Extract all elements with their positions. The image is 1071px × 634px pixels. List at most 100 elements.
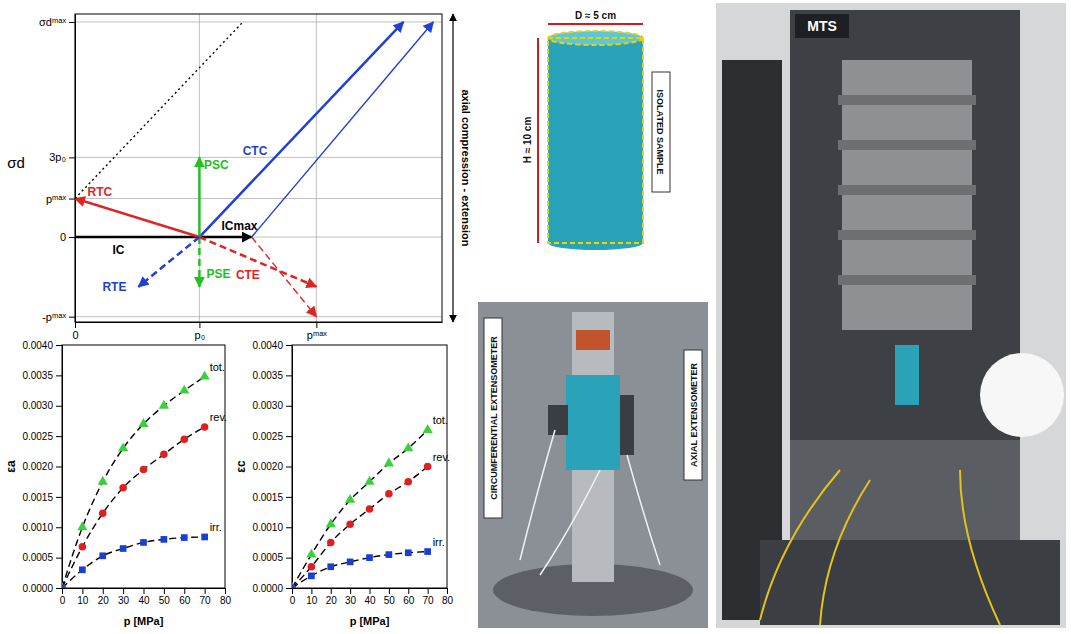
x-axis-tick-label: 80	[220, 595, 232, 606]
y-axis-tick: 0.0025	[22, 431, 62, 442]
y-axis-tick-mark	[286, 467, 292, 468]
data-point	[140, 466, 148, 474]
path-label: PSC	[204, 158, 229, 172]
y-axis-tick: 0.0010	[252, 522, 292, 533]
x-axis-tick-mark	[199, 322, 200, 328]
data-point	[308, 572, 315, 579]
fit-line	[62, 427, 205, 588]
x-axis-tick-label: 40	[138, 595, 150, 606]
series-label: rev.	[210, 411, 228, 423]
fit-line	[292, 552, 428, 588]
data-point	[366, 505, 374, 513]
strain-panel: 0.00000.00050.00100.00150.00200.00250.00…	[234, 340, 453, 627]
x-axis-tick: 10	[77, 588, 89, 606]
x-axis-title: p [MPa]	[350, 615, 390, 627]
data-point	[79, 543, 87, 551]
x-axis-tick: 50	[384, 588, 396, 606]
machine-band	[838, 95, 976, 105]
y-axis-tick-mark	[286, 375, 292, 376]
y-axis-tick-mark	[56, 406, 62, 407]
y-axis: -pᵐᵃˣ0pᵐᵃˣ3p₀σdᵐᵃˣ	[39, 15, 75, 323]
y-axis-tick-label: pᵐᵃˣ	[46, 193, 67, 205]
data-point	[201, 423, 209, 431]
grid-line	[75, 198, 442, 199]
fit-line	[62, 377, 205, 588]
y-axis-tick-mark	[56, 375, 62, 376]
x-axis-tick-mark	[103, 588, 104, 594]
data-point	[345, 494, 355, 503]
x-axis-tick-mark	[350, 588, 351, 594]
data-point	[327, 539, 335, 547]
x-axis-line	[76, 322, 443, 323]
x-axis: 0p₀pᵐᵃˣ	[72, 322, 442, 341]
path-label: RTC	[88, 185, 113, 199]
setup-extensometer	[548, 405, 568, 435]
path-label: ICmax	[222, 219, 258, 233]
y-axis-tick: 0.0005	[252, 552, 292, 563]
data-point	[404, 478, 412, 486]
figure: -pᵐᵃˣ0pᵐᵃˣ3p₀σdᵐᵃˣ0p₀pᵐᵃˣICICmaxCTCPSCPS…	[0, 0, 1071, 634]
data-point	[140, 539, 147, 546]
y-axis-tick: 3p₀	[49, 151, 75, 163]
y-axis-tick: 0.0000	[22, 583, 62, 594]
annotation: axial compression - extension	[460, 89, 472, 246]
y-axis-tick-mark	[56, 436, 62, 437]
y-axis-line	[75, 15, 76, 323]
y-axis-tick: 0.0000	[252, 583, 292, 594]
data-point	[386, 551, 393, 558]
stress-path	[138, 237, 199, 287]
data-point	[179, 385, 189, 394]
x-axis-tick-label: 0	[72, 329, 78, 341]
y-axis-tick-mark	[69, 317, 75, 318]
y-axis-tick-mark	[286, 345, 292, 346]
data-point	[160, 451, 168, 459]
label-box	[684, 350, 702, 480]
y-axis-title: εa	[4, 460, 18, 473]
y-axis-tick-label: 0	[60, 231, 66, 243]
x-axis-tick: 70	[200, 588, 212, 606]
y-axis-tick: 0.0010	[22, 522, 62, 533]
y-axis-tick: 0.0005	[22, 552, 62, 563]
x-axis-tick: 0	[290, 588, 296, 606]
y-axis-tick-mark	[69, 199, 75, 200]
data-point	[201, 534, 208, 541]
y-axis-tick: 0.0020	[22, 461, 62, 472]
data-point	[200, 371, 210, 380]
setup-wire	[520, 430, 555, 560]
x-axis-tick-mark	[331, 588, 332, 594]
y-axis-tick-mark	[56, 527, 62, 528]
stress-path	[75, 22, 243, 199]
data-point	[346, 520, 354, 528]
stress-path	[199, 236, 251, 239]
machine-wire	[960, 470, 1000, 625]
y-axis-tick-mark	[69, 22, 75, 23]
x-axis-tick-mark	[75, 322, 76, 328]
x-axis-tick: 80	[220, 588, 232, 606]
x-axis-tick-label: 0	[60, 595, 66, 606]
y-axis-tick-label: 0.0015	[252, 492, 283, 503]
x-axis-tick-mark	[370, 588, 371, 594]
y-axis-tick-mark	[56, 497, 62, 498]
x-axis-tick-mark	[164, 588, 165, 594]
x-axis-tick-label: 20	[98, 595, 110, 606]
data-point	[98, 476, 108, 485]
data-point	[79, 566, 86, 573]
data-point	[364, 476, 374, 485]
y-axis-tick-label: 0.0035	[22, 370, 53, 381]
path-label: CTC	[243, 144, 268, 158]
x-axis-tick: 10	[306, 588, 318, 606]
y-axis-title: σd	[7, 154, 25, 171]
x-axis-tick: 20	[326, 588, 338, 606]
setup-wire	[540, 470, 600, 575]
data-point	[181, 534, 188, 541]
series-label: irr.	[210, 521, 222, 533]
label-box	[652, 72, 670, 192]
y-axis-tick-mark	[286, 497, 292, 498]
x-axis-tick-label: 30	[118, 595, 130, 606]
data-point	[292, 585, 295, 588]
x-axis-tick: 0	[60, 588, 66, 606]
machine-band	[838, 185, 976, 195]
y-axis-tick-label: 0.0040	[252, 340, 283, 351]
stress-path	[75, 236, 199, 239]
y-axis-tick-label: 0.0015	[22, 492, 53, 503]
